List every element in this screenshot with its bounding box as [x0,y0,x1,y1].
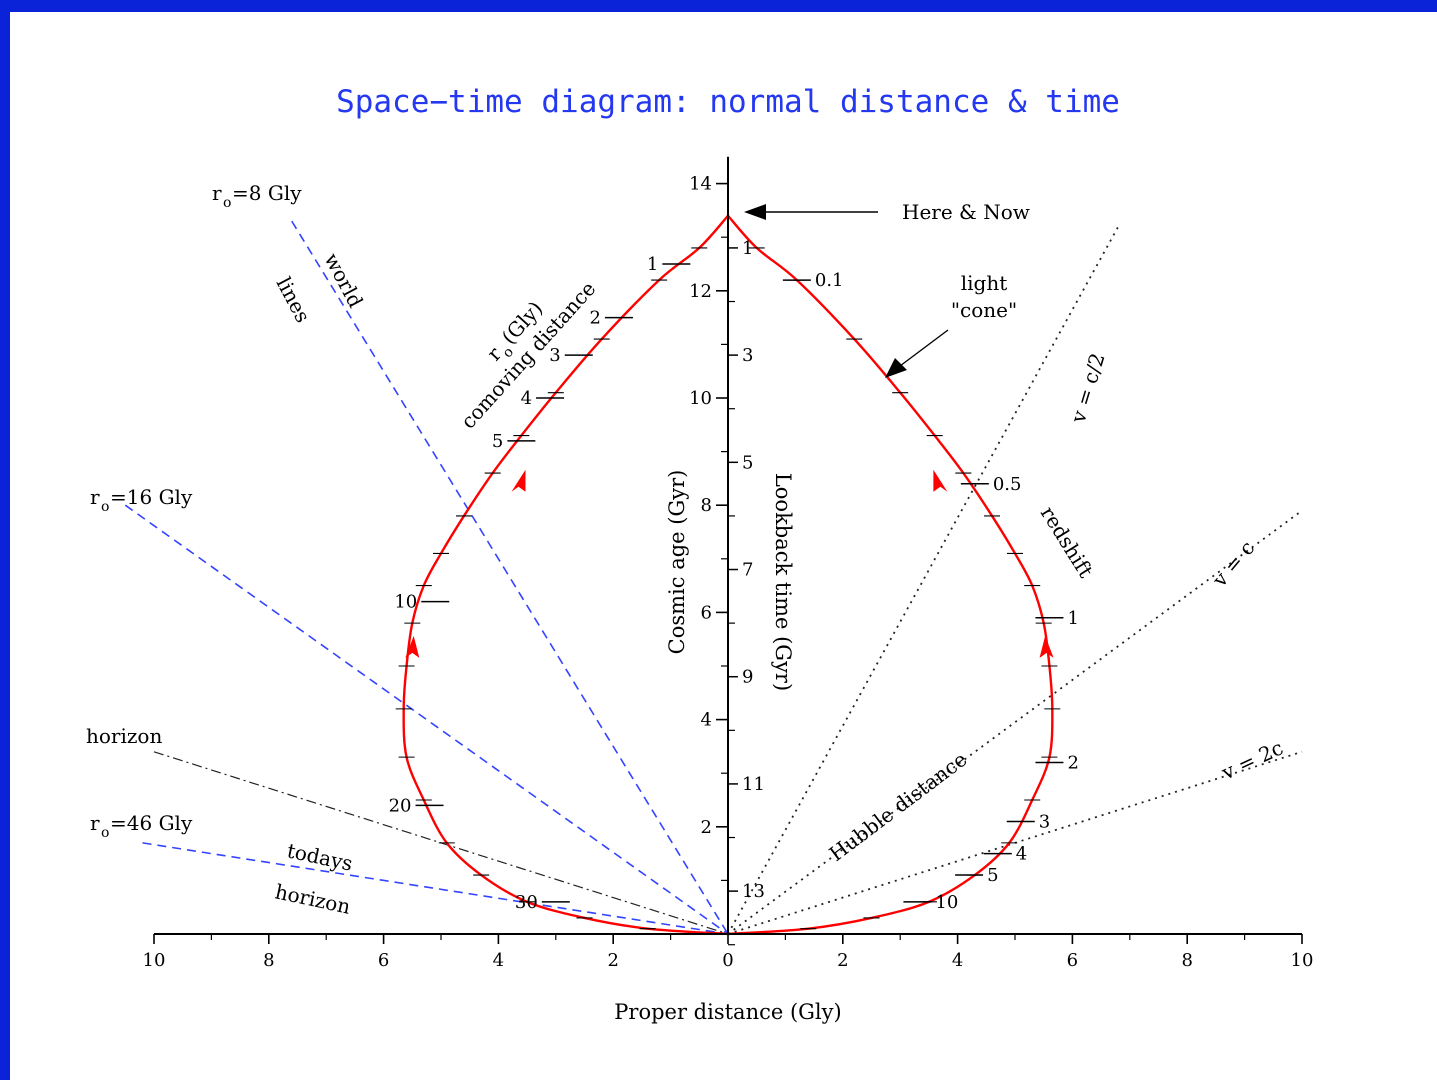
ro16-sub: o [101,499,109,515]
x-axis-label: Proper distance (Gly) [614,1000,841,1024]
chart-title: Space−time diagram: normal distance & ti… [336,84,1120,120]
lookback-tick-label: 3 [742,345,753,366]
cone-pointer-arrowhead [885,358,907,378]
hubble-line-half-c [727,226,1120,935]
comoving-tick-label: 2 [589,308,600,329]
plot-frame: Space−time diagram: normal distance & ti… [10,12,1437,1080]
lookback-tick-label: 13 [742,881,765,902]
x-tick-label: 8 [263,950,274,971]
lookback-tick-label: 7 [742,560,753,581]
cone-pointer-line [899,329,949,367]
world-line-8gly [291,220,729,935]
x-tick-label: 8 [1181,950,1192,971]
y-axis-label-right: Lookback time (Gyr) [771,473,795,691]
lookback-tick-label: 9 [742,667,753,688]
comoving-tick-label: 1 [647,254,658,275]
comoving-tick-label: 4 [521,388,532,409]
horizon-label: horizon [86,724,162,748]
light-cone-arrows [405,469,1054,658]
light-label-line2: "cone" [951,298,1017,322]
redshift-tick-label: 1 [1067,608,1078,629]
ro16-r: r [90,485,100,509]
redshift-tick-label: 0.1 [815,270,844,291]
redshift-label: redshift [1036,502,1098,582]
y-tick-label: 2 [701,817,712,838]
x-tick-label: 2 [607,950,618,971]
lookback-tick-label: 11 [742,774,765,795]
here-now-arrowhead [744,204,766,220]
cone-arrowhead [1039,635,1054,658]
horizon2-label: horizon [273,879,353,918]
lookback-tick-label: 1 [742,238,753,259]
todays-label: todays [285,838,355,875]
label-ro-16: r o =16 Gly [90,485,193,515]
cone-arrowhead [933,469,948,492]
ro46-sub: o [101,825,109,841]
ro8-text: =8 Gly [232,181,302,205]
v-2c-label: v = 2c [1217,735,1287,785]
x-tick-label: 6 [1067,950,1078,971]
comoving-tick-label: 20 [389,795,412,816]
ro8-r: r [212,181,222,205]
x-tick-label: 10 [1291,950,1314,971]
v-half-c-label: v = c/2 [1066,350,1110,426]
world-line-16gly [124,504,729,935]
comoving-tick-label: 30 [515,892,538,913]
y-tick-label: 4 [701,710,712,731]
redshift-tick-label: 3 [1039,811,1050,832]
y-tick-label: 12 [689,281,712,302]
light-label-line1: light [961,271,1008,295]
ro16-text: =16 Gly [110,485,193,509]
light-cone-minor-ticks [395,247,1061,930]
x-tick-label: 6 [378,950,389,971]
y-tick-label: 14 [689,174,712,195]
world-line-46gly [142,842,729,935]
y-tick-label: 10 [689,388,712,409]
x-tick-label: 2 [837,950,848,971]
lookback-tick-label: 5 [742,452,753,473]
ro8-sub: o [223,195,231,211]
world-label: world [320,249,368,312]
label-ro-46: r o =46 Gly [90,811,193,841]
y-axis-label-left: Cosmic age (Gyr) [665,470,689,655]
lines-label: lines [272,273,316,326]
ro46-r: r [90,811,100,835]
x-tick-label: 10 [143,950,166,971]
redshift-tick-label: 0.5 [993,474,1022,495]
label-ro-8: r o =8 Gly [212,181,302,211]
redshift-tick-label: 5 [987,865,998,886]
here-now-label: Here & Now [902,200,1030,224]
comoving-tick-label: 10 [394,592,417,613]
hubble-distance-label: Hubble distance [825,747,972,866]
comoving-tick-label: 5 [492,431,503,452]
redshift-tick-label: 10 [935,892,958,913]
x-tick-label: 4 [493,950,504,971]
comoving-ticks: 1 2 3 4 5 10 20 30 [389,254,691,913]
redshift-tick-label: 2 [1067,752,1078,773]
v-c-label: v = c [1207,536,1259,592]
y-tick-label: 6 [701,602,712,623]
redshift-tick-label: 4 [1016,844,1027,865]
comoving-tick-label: 3 [549,345,560,366]
ro46-text: =46 Gly [110,811,193,835]
x-tick-label: 4 [952,950,963,971]
cone-arrowhead [511,469,526,492]
cone-arrowhead [405,635,420,658]
spacetime-chart: Space−time diagram: normal distance & ti… [86,84,1314,1024]
y-ticks: 2 4 6 8 10 12 14 [689,174,728,882]
x-tick-label: 0 [722,950,733,971]
redshift-ticks: 0.1 0.5 1 2 345 10 [782,270,1079,913]
x-ticks: 10 8 6 4 2 0 2 4 6 8 10 [143,934,1314,971]
y-tick-label: 8 [701,495,712,516]
